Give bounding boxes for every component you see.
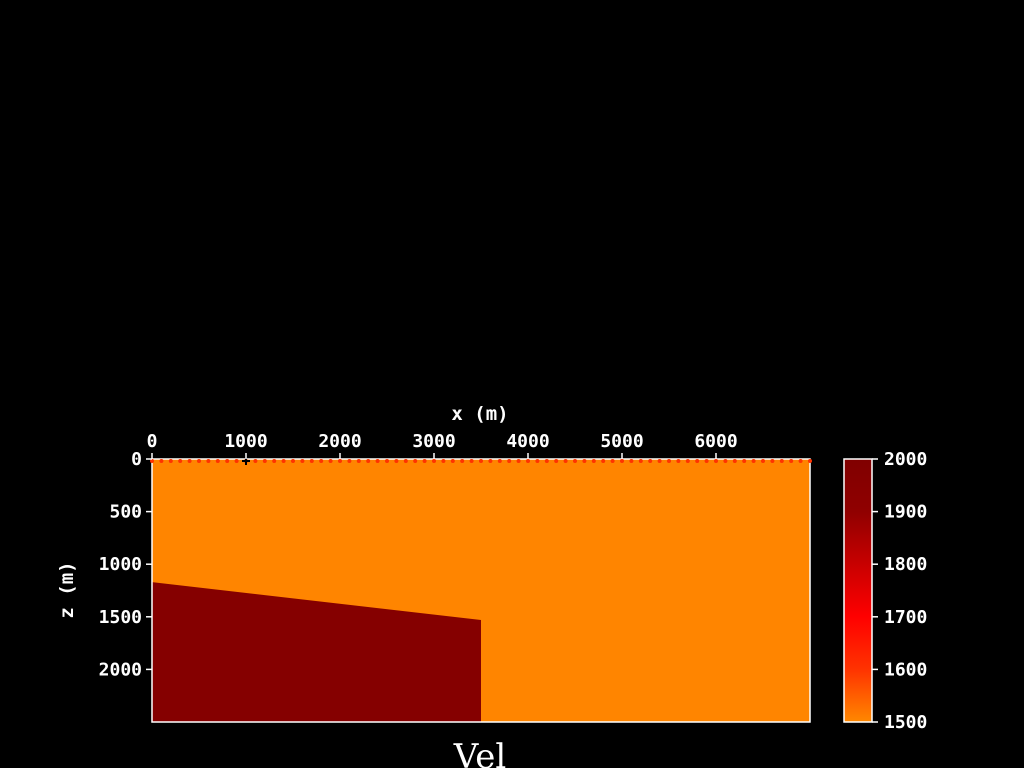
receiver-marker bbox=[554, 459, 559, 463]
receiver-marker bbox=[479, 459, 483, 463]
receiver-marker bbox=[319, 459, 324, 463]
high-velocity-region bbox=[152, 582, 481, 722]
receiver-marker bbox=[535, 459, 540, 463]
receiver-marker bbox=[460, 459, 465, 463]
receiver-marker bbox=[291, 459, 295, 463]
receiver-marker bbox=[704, 459, 709, 463]
x-tick-label: 5000 bbox=[600, 431, 643, 452]
receiver-marker bbox=[563, 459, 568, 463]
receiver-marker bbox=[770, 459, 775, 463]
receiver-marker bbox=[385, 459, 389, 463]
receiver-marker bbox=[432, 459, 436, 463]
receiver-marker bbox=[798, 459, 803, 463]
z-tick-label: 0 bbox=[131, 449, 142, 470]
receiver-marker bbox=[375, 459, 380, 463]
receiver-marker bbox=[300, 459, 305, 463]
receiver-marker bbox=[742, 459, 747, 463]
receiver-marker bbox=[657, 459, 662, 463]
receiver-marker bbox=[253, 459, 258, 463]
receiver-marker bbox=[751, 459, 756, 463]
colorbar-tick-label: 2000 bbox=[884, 449, 927, 470]
colorbar-tick-label: 1600 bbox=[884, 659, 927, 680]
receiver-marker bbox=[422, 459, 427, 463]
receiver-marker bbox=[808, 459, 812, 463]
receiver-marker bbox=[403, 459, 408, 463]
velocity-plot-area bbox=[151, 458, 811, 723]
receiver-marker bbox=[272, 459, 277, 463]
colorbar-tick-label: 1700 bbox=[884, 607, 927, 628]
receiver-marker bbox=[779, 459, 784, 463]
z-axis: 0 500 1000 1500 2000 bbox=[99, 449, 152, 680]
survey-markers bbox=[150, 457, 812, 465]
receiver-marker bbox=[516, 459, 521, 463]
receiver-marker bbox=[281, 459, 286, 463]
receiver-marker bbox=[591, 459, 596, 463]
z-axis-label: z (m) bbox=[56, 561, 78, 618]
receiver-marker bbox=[197, 459, 201, 463]
receiver-marker bbox=[638, 459, 643, 463]
x-tick-label: 0 bbox=[147, 431, 158, 452]
receiver-marker bbox=[695, 459, 700, 463]
x-tick-label: 3000 bbox=[412, 431, 455, 452]
receiver-marker bbox=[234, 459, 239, 463]
receiver-marker bbox=[178, 459, 183, 463]
receiver-marker bbox=[526, 459, 530, 463]
receiver-marker bbox=[159, 459, 164, 463]
z-tick-label: 2000 bbox=[99, 659, 142, 680]
receiver-marker bbox=[413, 459, 418, 463]
receiver-marker bbox=[629, 459, 634, 463]
receiver-marker bbox=[441, 459, 446, 463]
receiver-marker bbox=[328, 459, 333, 463]
receiver-marker bbox=[262, 459, 267, 463]
receiver-marker bbox=[309, 459, 314, 463]
receiver-marker bbox=[714, 459, 718, 463]
x-tick-label: 6000 bbox=[694, 431, 737, 452]
receiver-marker bbox=[544, 459, 549, 463]
receiver-marker bbox=[356, 459, 361, 463]
colorbar-tick-label: 1900 bbox=[884, 502, 927, 523]
receiver-marker bbox=[723, 459, 728, 463]
x-tick-label: 1000 bbox=[224, 431, 267, 452]
colorbar-bar bbox=[843, 458, 873, 723]
receiver-marker bbox=[150, 459, 154, 463]
x-tick-label: 2000 bbox=[318, 431, 361, 452]
receiver-marker bbox=[225, 459, 230, 463]
x-axis-label: x (m) bbox=[451, 403, 508, 425]
receiver-marker bbox=[761, 459, 765, 463]
receiver-marker bbox=[685, 459, 690, 463]
receiver-marker bbox=[789, 459, 794, 463]
receiver-marker bbox=[497, 459, 502, 463]
chart-title: Vel bbox=[453, 737, 506, 768]
colorbar-tick-label: 1500 bbox=[884, 712, 927, 733]
z-tick-label: 500 bbox=[109, 502, 142, 523]
receiver-marker bbox=[366, 459, 371, 463]
receiver-marker bbox=[573, 459, 577, 463]
receiver-marker bbox=[676, 459, 681, 463]
receiver-marker bbox=[206, 459, 211, 463]
receiver-marker bbox=[338, 459, 342, 463]
receiver-marker bbox=[610, 459, 615, 463]
colorbar-tick-label: 1800 bbox=[884, 554, 927, 575]
z-tick-label: 1000 bbox=[99, 554, 142, 575]
receiver-marker bbox=[582, 459, 587, 463]
receiver-marker bbox=[488, 459, 493, 463]
receiver-marker bbox=[648, 459, 653, 463]
receiver-marker bbox=[347, 459, 352, 463]
receiver-marker bbox=[601, 459, 606, 463]
receiver-marker bbox=[620, 459, 624, 463]
receiver-marker bbox=[732, 459, 737, 463]
receiver-marker bbox=[394, 459, 399, 463]
receiver-marker bbox=[667, 459, 671, 463]
x-axis: 0 1000 2000 3000 4000 5000 6000 bbox=[147, 431, 738, 459]
receiver-marker bbox=[187, 459, 192, 463]
receiver-marker bbox=[215, 459, 220, 463]
receiver-marker bbox=[168, 459, 173, 463]
z-tick-label: 1500 bbox=[99, 607, 142, 628]
receiver-marker bbox=[469, 459, 474, 463]
receiver-marker bbox=[507, 459, 512, 463]
receiver-marker bbox=[450, 459, 455, 463]
x-tick-label: 4000 bbox=[506, 431, 549, 452]
colorbar: 2000 1900 1800 1700 1600 1500 bbox=[843, 449, 927, 733]
